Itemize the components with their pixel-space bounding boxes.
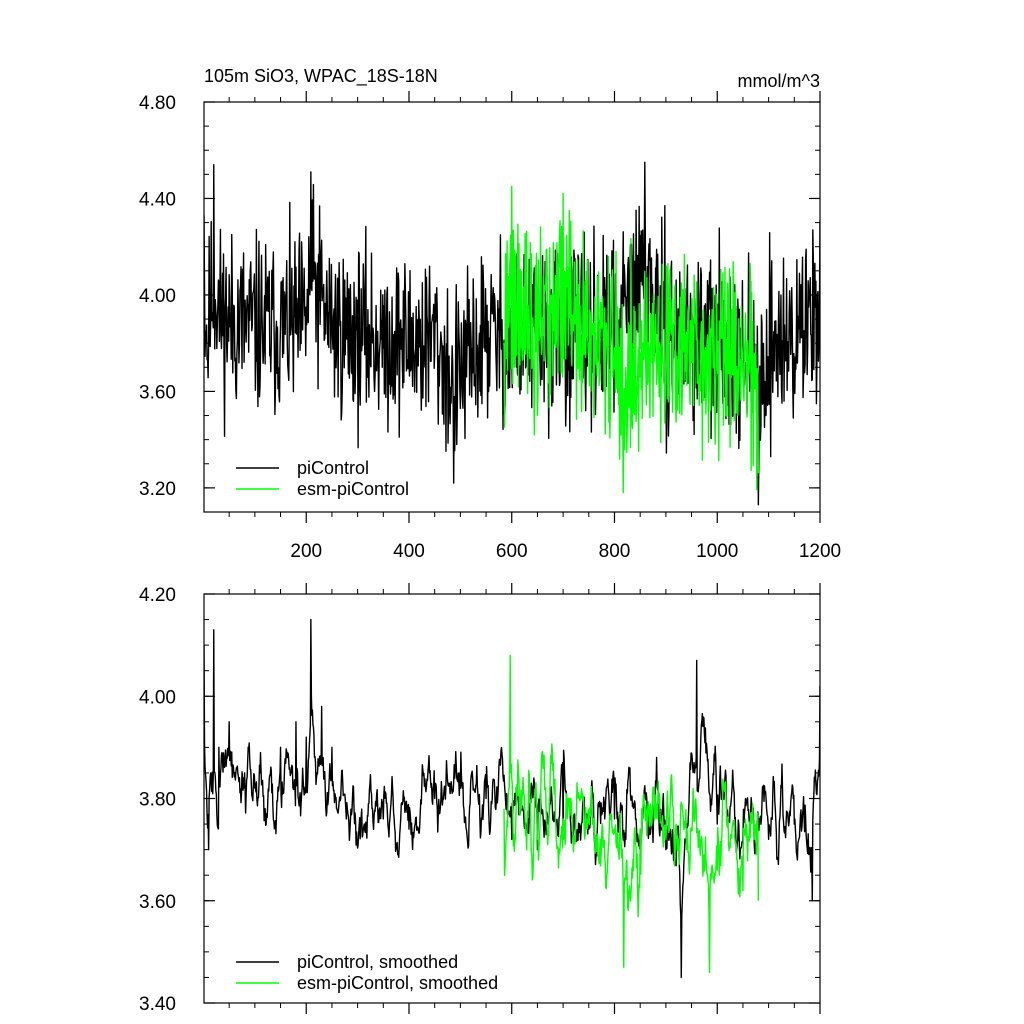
- legend-label: esm-piControl: [297, 479, 409, 499]
- x-tick-label: 800: [599, 541, 631, 562]
- series-line-picontrol: [204, 618, 820, 979]
- y-tick-label: 3.20: [139, 479, 176, 500]
- y-tick-label: 4.20: [139, 585, 176, 606]
- x-tick-label: 1000: [696, 541, 738, 562]
- x-tick-label: 200: [290, 541, 322, 562]
- y-tick-label: 4.00: [139, 687, 176, 708]
- series-line-esm-picontrol: [503, 185, 760, 494]
- chart-bottom: 3.40 3.60 3.80 4.00 4.20 piControl, smoothede…: [139, 583, 821, 1015]
- y-tick-label: 3.40: [139, 994, 176, 1015]
- series-line-esm-picontrol: [503, 654, 760, 974]
- x-tick-label: 400: [393, 541, 425, 562]
- y-tick-label: 3.60: [139, 382, 176, 403]
- legend-label: esm-piControl, smoothed: [297, 973, 498, 993]
- y-tick-label: 4.80: [139, 93, 176, 114]
- x-tick-label: 1200: [799, 541, 841, 562]
- y-tick-label: 3.60: [139, 892, 176, 913]
- y-tick-label: 3.80: [139, 790, 176, 811]
- y-tick-label: 4.00: [139, 286, 176, 307]
- chart-top: 3.20 3.60 4.00 4.40 4.80 200 400 600 800 1000 1200…: [139, 91, 841, 562]
- legend-label: piControl, smoothed: [297, 952, 458, 972]
- chart-title: 105m SiO3, WPAC_18S-18N: [204, 66, 438, 87]
- x-tick-label: 600: [496, 541, 528, 562]
- units-label: mmol/m^3: [738, 71, 820, 91]
- y-tick-label: 4.40: [139, 189, 176, 210]
- legend-label: piControl: [297, 458, 369, 478]
